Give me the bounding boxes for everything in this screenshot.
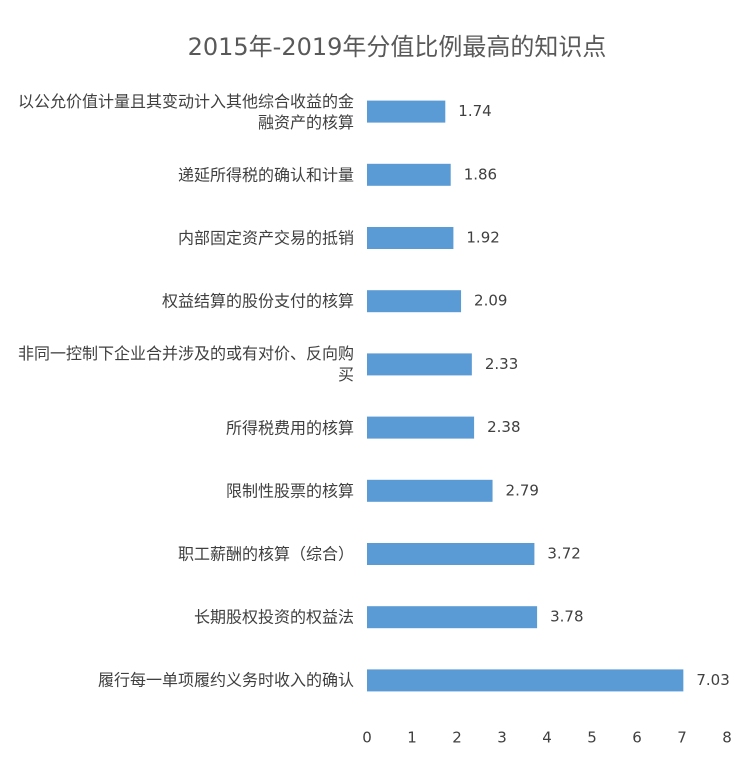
- y-tick-label: 长期股权投资的权益法: [193, 607, 354, 627]
- x-tick-label: 2: [452, 729, 462, 747]
- bar: [367, 479, 493, 502]
- value-label: 2.09: [474, 292, 507, 310]
- value-label: 1.74: [458, 102, 491, 120]
- y-tick-label: 以公允价值计量且其变动计入其他综合收益的金融资产的核算: [17, 91, 354, 132]
- x-tick-label: 6: [632, 729, 642, 747]
- value-label: 1.86: [464, 165, 497, 183]
- y-tick-label: 所得税费用的核算: [225, 418, 354, 438]
- value-label: 2.79: [506, 481, 539, 499]
- x-tick-label: 8: [722, 729, 732, 747]
- y-tick-label: 职工薪酬的核算（综合）: [177, 544, 354, 564]
- x-tick-label: 7: [677, 729, 687, 747]
- value-label: 7.03: [696, 671, 729, 689]
- bar: [367, 100, 446, 123]
- y-tick-label: 限制性股票的核算: [225, 481, 354, 501]
- bar: [367, 669, 684, 692]
- bar: [367, 290, 462, 313]
- value-label: 1.92: [466, 229, 499, 247]
- bar: [367, 353, 472, 376]
- y-tick-label: 权益结算的股份支付的核算: [161, 291, 354, 311]
- bar: [367, 606, 538, 629]
- x-tick-label: 3: [497, 729, 507, 747]
- x-tick-label: 5: [587, 729, 597, 747]
- bar: [367, 416, 475, 439]
- value-label: 3.72: [547, 545, 580, 563]
- x-tick-label: 0: [362, 729, 372, 747]
- chart-title: 2015年-2019年分值比例最高的知识点: [188, 33, 607, 61]
- value-label: 3.78: [550, 608, 583, 626]
- bar: [367, 543, 535, 565]
- y-tick-label: 递延所得税的确认和计量: [177, 165, 354, 185]
- value-label: 2.33: [485, 355, 518, 373]
- bar: [367, 227, 454, 249]
- x-tick-label: 4: [542, 729, 552, 747]
- bar: [367, 163, 451, 186]
- y-tick-label: 履行每一单项履约义务时收入的确认: [97, 670, 354, 690]
- x-tick-label: 1: [407, 729, 417, 747]
- y-tick-label: 非同一控制下企业合并涉及的或有对价、反向购买: [17, 344, 354, 385]
- value-label: 2.38: [487, 418, 520, 436]
- y-tick-label: 内部固定资产交易的抵销: [177, 228, 354, 248]
